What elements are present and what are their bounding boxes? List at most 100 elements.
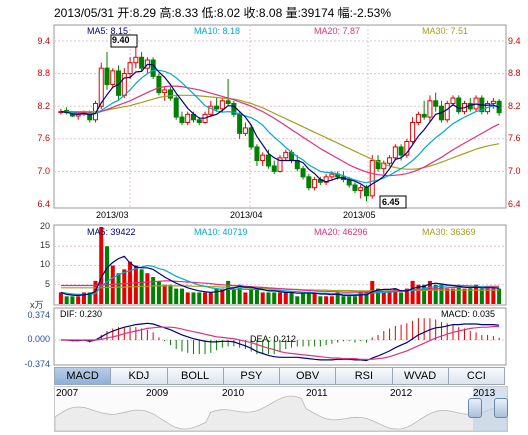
volume-bar xyxy=(393,288,398,304)
volume-bar xyxy=(243,292,248,304)
quote-open: 开:8.29 xyxy=(117,6,157,20)
quote-close: 收:8.08 xyxy=(243,6,283,20)
volume-bar xyxy=(352,296,357,304)
volume-bar xyxy=(474,284,479,304)
tab-obv[interactable]: OBV xyxy=(280,367,337,385)
volume-bar xyxy=(104,246,110,304)
volume-bar xyxy=(433,284,438,304)
candle-body xyxy=(404,141,410,156)
candle-body xyxy=(208,105,214,115)
candle-body xyxy=(265,154,271,167)
candle-body xyxy=(421,113,427,118)
volume-ma10-line xyxy=(60,264,500,296)
candle-body xyxy=(433,100,439,107)
volume-bar xyxy=(450,288,456,304)
candle-body xyxy=(139,56,145,69)
volume-bar xyxy=(387,292,392,304)
volume-bar xyxy=(260,292,265,304)
price-axis-right-2: 8.8 xyxy=(508,68,521,78)
candle-body xyxy=(150,59,156,77)
candle-body xyxy=(98,67,104,107)
low-price-label: 6.45 xyxy=(382,197,400,207)
tab-macd[interactable]: MACD xyxy=(54,367,112,385)
candle-body xyxy=(242,127,248,134)
candle-body xyxy=(133,56,139,64)
volume-bar xyxy=(491,288,496,304)
candle-body xyxy=(271,165,277,172)
volume-bar xyxy=(427,280,432,304)
date-label-3: 2013/05 xyxy=(343,210,376,220)
volume-bar xyxy=(208,292,213,304)
tab-psy[interactable]: PSY xyxy=(223,367,280,385)
nav-year-2011: 2011 xyxy=(306,388,328,399)
price-axis-right-6: 6.4 xyxy=(508,199,521,209)
timeline-navigator[interactable] xyxy=(54,386,508,432)
candle-body xyxy=(358,187,364,191)
volume-bar xyxy=(87,292,92,304)
navigator-left-handle[interactable] xyxy=(468,398,482,418)
volume-ma-lines xyxy=(60,255,500,297)
volume-bar xyxy=(301,292,306,304)
volume-axis-3: 10 xyxy=(39,259,50,269)
volume-ma5-line xyxy=(60,255,500,297)
price-axis-right-1: 9.4 xyxy=(508,36,521,46)
volume-bar xyxy=(151,277,156,304)
nav-year-2010: 2010 xyxy=(222,388,245,399)
volume-bar xyxy=(191,292,196,304)
candle-body xyxy=(185,113,191,123)
candle-body xyxy=(283,151,289,159)
price-axis-left-1: 9.4 xyxy=(37,36,50,46)
price-legend-ma30: MA30: 7.51 xyxy=(422,26,469,36)
navigator-right-handle[interactable] xyxy=(494,398,508,418)
volume-bar xyxy=(99,227,104,304)
volume-bar xyxy=(203,292,208,304)
volume-bar xyxy=(185,292,190,304)
macd-histogram xyxy=(71,318,500,355)
macd-axis-3: -0.374 xyxy=(24,359,50,369)
macd-panel xyxy=(53,307,507,366)
stock-chart xyxy=(53,24,507,366)
volume-legend-ma10: MA10: 40719 xyxy=(194,227,248,237)
volume-bar xyxy=(93,280,98,304)
volume-bar xyxy=(306,292,311,304)
candle-body xyxy=(225,100,231,104)
volume-bar xyxy=(358,292,363,304)
date-label-1: 2013/03 xyxy=(96,210,129,220)
candle-body xyxy=(156,75,162,94)
candle-body xyxy=(231,102,237,115)
volume-bar xyxy=(410,280,415,304)
volume-axis-1: 20 xyxy=(39,221,50,231)
volume-bar xyxy=(335,292,340,304)
tab-cci[interactable]: CCI xyxy=(448,367,505,385)
tab-kdj[interactable]: KDJ xyxy=(111,367,168,385)
volume-bar xyxy=(277,292,283,304)
tab-boll[interactable]: BOLL xyxy=(167,367,224,385)
macd-dif-line xyxy=(60,322,500,362)
quote-volume: 量:39174 xyxy=(285,6,335,20)
price-ma30-line xyxy=(60,94,500,170)
price-legend-ma20: MA20: 7.87 xyxy=(314,26,361,36)
candle-body xyxy=(219,100,225,110)
candle-body xyxy=(392,146,398,159)
volume-bar xyxy=(347,296,352,304)
volume-bar xyxy=(231,288,236,304)
candle-body xyxy=(363,187,370,197)
price-axis-right-3: 8.2 xyxy=(508,101,521,111)
volume-legend-ma5: MA5: 39422 xyxy=(87,227,136,237)
candle-body xyxy=(260,154,266,162)
tab-rsi[interactable]: RSI xyxy=(336,367,393,385)
candle-body xyxy=(306,176,312,189)
candle-body xyxy=(110,70,116,85)
volume-bar xyxy=(220,288,225,304)
volume-bar xyxy=(174,288,179,304)
tab-wvad[interactable]: WVAD xyxy=(392,367,449,385)
price-axis-left-3: 8.2 xyxy=(37,101,50,111)
indicator-tabs: MACD KDJ BOLL PSY OBV RSI WVAD CCI xyxy=(54,367,505,385)
volume-bar xyxy=(133,265,138,304)
volume-bar xyxy=(76,296,81,304)
macd-legend-macd: MACD: 0.035 xyxy=(441,309,496,319)
volume-legend-ma30: MA30: 36369 xyxy=(422,227,476,237)
quote-low: 低:8.02 xyxy=(201,6,241,20)
volume-bar xyxy=(266,292,271,304)
volume-bar xyxy=(156,280,161,304)
